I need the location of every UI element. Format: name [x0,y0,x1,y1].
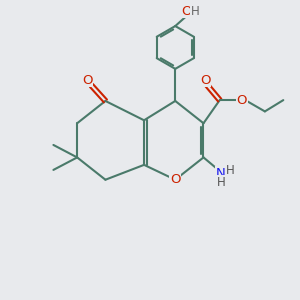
Text: N: N [216,167,226,180]
Text: O: O [200,74,211,87]
Text: H: H [217,176,225,189]
Text: O: O [181,5,191,18]
Text: O: O [236,94,247,106]
Text: O: O [170,173,181,186]
Text: H: H [226,164,235,177]
Text: O: O [82,74,93,87]
Text: H: H [191,5,200,18]
